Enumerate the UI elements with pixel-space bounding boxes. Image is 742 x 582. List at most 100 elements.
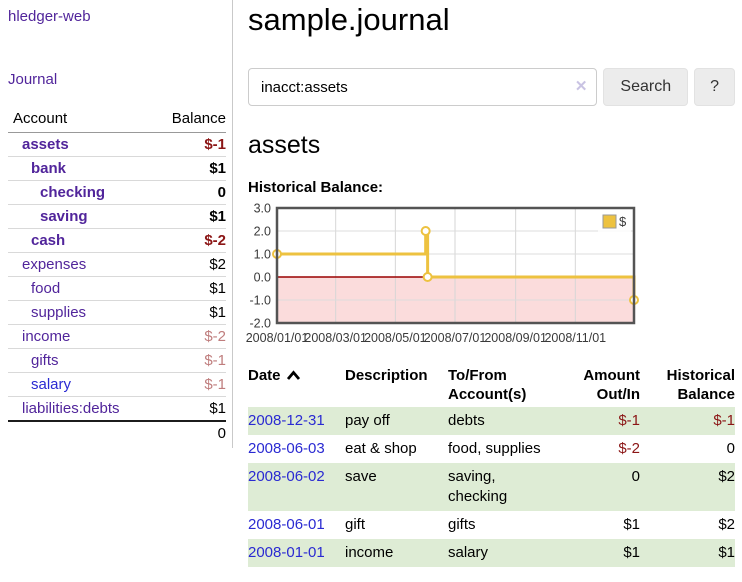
sort-ascending-icon [286,370,300,380]
register-table: Date Description To/From Account(s) Amou… [248,363,735,567]
svg-text:-2.0: -2.0 [249,317,271,331]
transaction-balance: 0 [726,440,735,457]
account-balance: $1 [150,396,226,421]
sidebar-account-link[interactable]: expenses [22,256,87,273]
transaction-date-link[interactable]: 2008-06-01 [248,516,325,533]
svg-text:2.0: 2.0 [254,225,271,239]
sidebar-account-link[interactable]: saving [40,208,88,225]
transaction-date-link[interactable]: 2008-06-02 [248,468,325,485]
svg-text:2008/07/01: 2008/07/01 [424,331,487,345]
search-button[interactable]: Search [603,68,689,106]
register-header-amount: Amount Out/In [583,367,640,403]
transaction-description: income [345,539,448,567]
transaction-accounts: debts [448,407,578,435]
search-input[interactable] [248,68,598,106]
accounts-total-row: 0 [8,420,226,446]
transaction-amount: $-2 [618,440,640,457]
transaction-amount: $1 [623,516,640,533]
sidebar-account-link[interactable]: liabilities:debts [22,400,120,417]
account-row: expenses $2 [8,252,226,277]
register-header-date-label: Date [248,367,281,384]
transaction-description: eat & shop [345,440,417,457]
account-row: food $1 [8,276,226,301]
historical-balance-chart: 2008/01/012008/03/012008/05/012008/07/01… [246,202,639,345]
svg-text:2008/05/01: 2008/05/01 [364,331,427,345]
help-button[interactable]: ? [694,68,735,106]
account-balance: $-2 [150,228,226,253]
account-balance: $2 [150,252,226,277]
transaction-date-link[interactable]: 2008-12-31 [248,412,325,429]
register-header-date[interactable]: Date [248,363,345,407]
clear-search-icon[interactable]: ✕ [574,78,588,95]
transaction-balance: $1 [640,539,735,567]
accounts-total-spacer [8,420,151,446]
transaction-date-link[interactable]: 2008-06-03 [248,440,325,457]
account-row: saving $1 [8,204,226,229]
svg-text:2008/01/01: 2008/01/01 [246,331,309,345]
transaction-balance: $-1 [640,407,735,435]
account-balance: $1 [150,300,226,325]
svg-text:2008/03/01: 2008/03/01 [304,331,367,345]
account-balance: $-1 [204,136,226,153]
transaction-description: gift [345,516,366,533]
sidebar-account-link[interactable]: checking [40,184,106,201]
sidebar-account-link[interactable]: supplies [31,304,87,321]
transaction-amount: 0 [578,463,640,511]
register-header-balance: Historical Balance [666,367,735,403]
svg-text:$: $ [619,214,627,229]
sidebar-account-link[interactable]: income [22,328,71,345]
transaction-accounts: gifts [448,516,476,533]
accounts-table: Account Balance assets $-1 bank $1 checking 0… [8,108,226,446]
sidebar-account-link[interactable]: salary [31,376,72,393]
svg-text:2008/09/01: 2008/09/01 [484,331,547,345]
transaction-amount: $-1 [578,407,640,435]
transaction-description: save [345,463,448,511]
register-header-row: Date Description To/From Account(s) Amou… [248,363,735,407]
sidebar: hledger-web Journal Account Balance asse… [0,0,233,448]
account-balance: $1 [150,204,226,229]
svg-text:3.0: 3.0 [254,202,271,216]
sidebar-account-link[interactable]: gifts [31,352,59,369]
app-title-link[interactable]: hledger-web [8,8,91,25]
account-row: gifts $-1 [8,348,226,373]
transaction-amount: $1 [578,539,640,567]
register-row: 2008-01-01 income salary $1 $1 [248,539,735,567]
register-row: 2008-06-01 gift gifts $1 $2 [248,511,735,539]
account-row: cash $-2 [8,228,226,253]
chart-label: Historical Balance: [248,179,384,196]
transaction-accounts: saving, checking [448,463,578,511]
accounts-total-value: 0 [150,420,226,446]
svg-text:0.0: 0.0 [254,271,271,285]
account-balance: $1 [150,276,226,301]
account-balance: $-1 [150,348,226,373]
transaction-accounts: food, supplies [448,440,541,457]
svg-text:-1.0: -1.0 [249,294,271,308]
search-bar: ✕ Search ? [248,68,735,106]
transaction-balance: $2 [718,516,735,533]
register-header-description: Description [345,367,428,384]
account-balance: $-1 [150,372,226,397]
account-balance: $1 [150,156,226,181]
sidebar-account-link[interactable]: assets [22,136,69,153]
account-row: assets $-1 [8,133,226,157]
register-row: 2008-06-02 save saving, checking 0 $2 [248,463,735,511]
transaction-balance: $2 [640,463,735,511]
search-input-wrap: ✕ [248,68,598,106]
accounts-header-balance: Balance [150,108,226,133]
account-balance: 0 [150,180,226,205]
register-row: 2008-06-03 eat & shop food, supplies $-2 0 [248,435,735,463]
account-heading: assets [248,131,321,159]
nav-journal-link[interactable]: Journal [8,71,58,88]
sidebar-account-link[interactable]: cash [31,232,66,249]
sidebar-account-link[interactable]: bank [31,160,67,177]
transaction-date-link[interactable]: 2008-01-01 [248,544,325,561]
account-row: income $-2 [8,324,226,349]
sidebar-account-link[interactable]: food [31,280,61,297]
register-row: 2008-12-31 pay off debts $-1 $-1 [248,407,735,435]
page-title: sample.journal [248,2,450,37]
transaction-description: pay off [345,407,448,435]
register-header-account: To/From Account(s) [448,367,527,403]
accounts-header-account: Account [8,108,151,133]
account-row: bank $1 [8,156,226,181]
